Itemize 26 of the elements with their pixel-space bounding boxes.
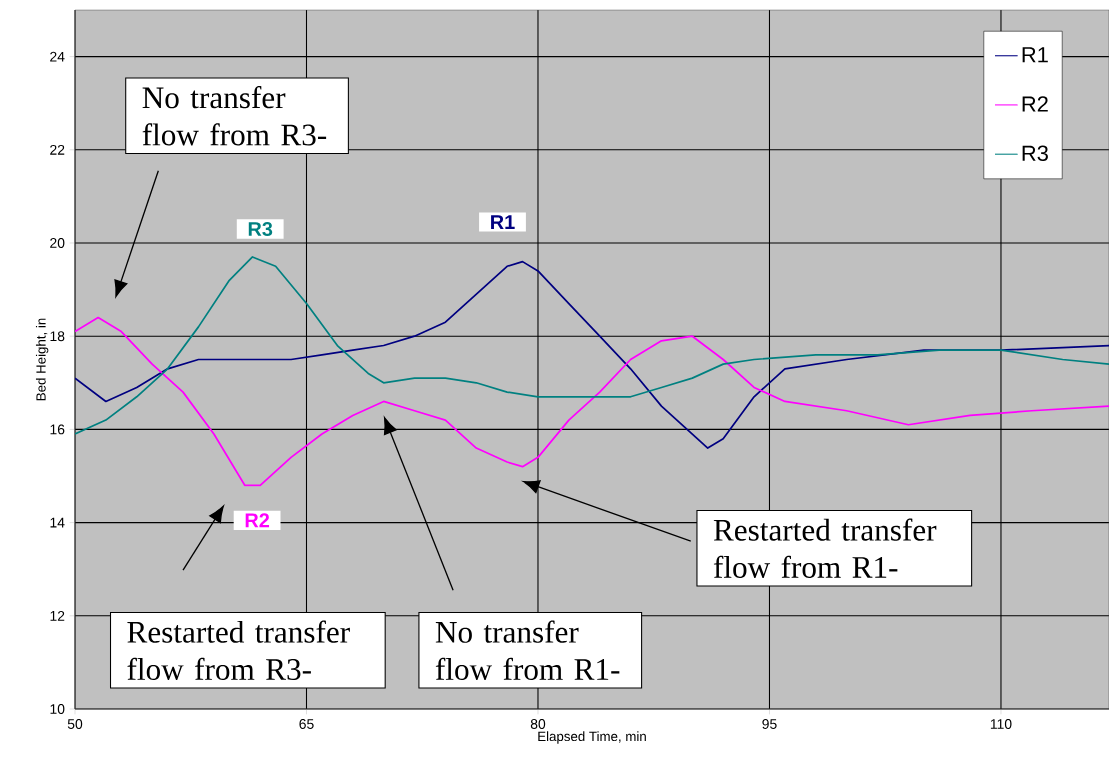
annotation: Restarted transfer flow from R3- bbox=[127, 620, 350, 681]
legend-label: R3 bbox=[1022, 145, 1048, 162]
x-tick-label: 110 bbox=[990, 719, 1012, 729]
legend-label: R1 bbox=[1022, 47, 1048, 63]
y-tick-label: 24 bbox=[50, 51, 65, 62]
annotation: R1 bbox=[491, 215, 515, 229]
y-tick-label: 10 bbox=[50, 704, 65, 714]
y-tick-label: 18 bbox=[50, 331, 65, 342]
y-tick-label: 16 bbox=[50, 424, 65, 435]
y-tick-label: 22 bbox=[50, 144, 65, 155]
annotation: No transfer flow from R1- bbox=[435, 620, 620, 681]
x-tick-label: 65 bbox=[299, 719, 314, 729]
y-tick-label: 12 bbox=[50, 610, 65, 621]
annotation: R2 bbox=[245, 513, 270, 528]
y-axis-title: Bed Height, in bbox=[35, 318, 49, 401]
x-tick-label: 95 bbox=[762, 719, 777, 729]
annotation: Restarted transfer flow from R1- bbox=[713, 518, 937, 578]
line-series bbox=[75, 316, 1109, 487]
x-tick-label: 80 bbox=[530, 719, 546, 729]
y-tick-label: 14 bbox=[50, 517, 65, 528]
y-tick-label: 20 bbox=[50, 238, 65, 248]
legend-label: R2 bbox=[1022, 96, 1048, 112]
annotation: No transfer flow from R3- bbox=[142, 86, 327, 146]
x-tick-label: 50 bbox=[67, 719, 83, 729]
annotation: R3 bbox=[248, 221, 273, 237]
x-axis-title: Elapsed Time, min bbox=[538, 731, 646, 744]
